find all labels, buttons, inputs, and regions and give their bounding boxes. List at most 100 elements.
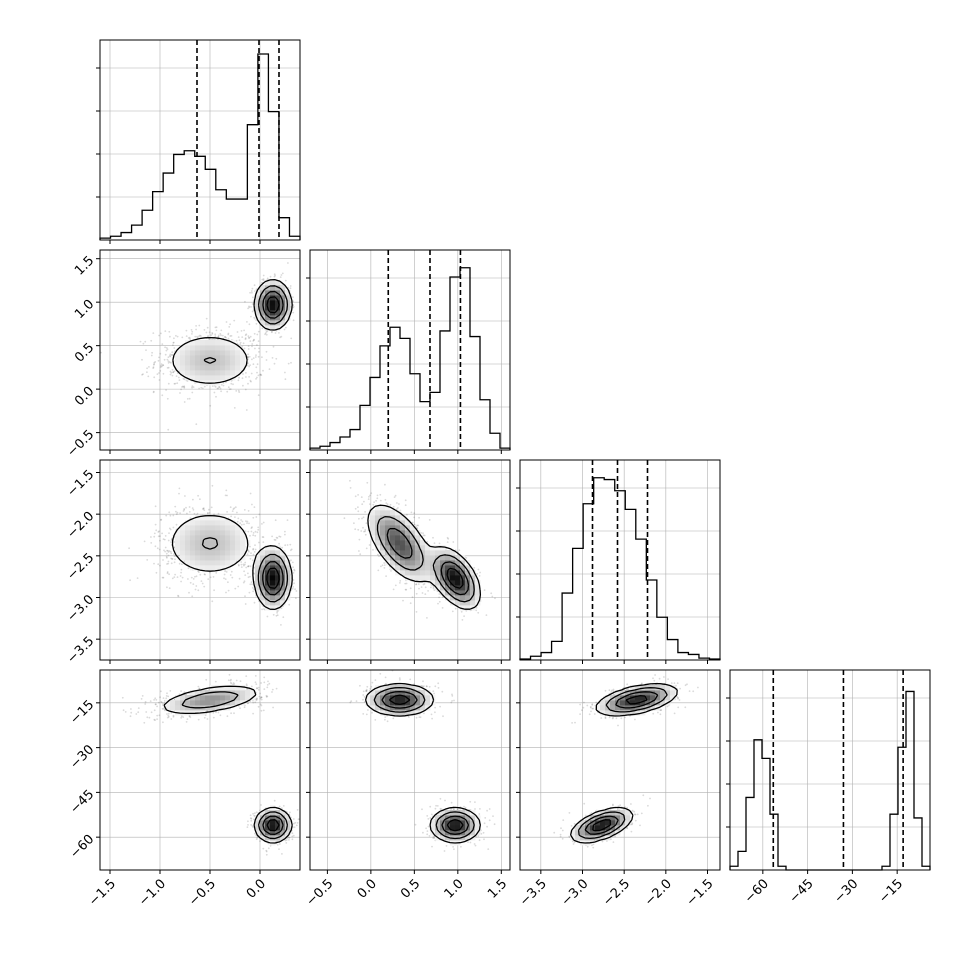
density-cell: [195, 535, 201, 541]
density-cell: [230, 545, 236, 551]
scatter-point: [150, 536, 152, 538]
density-cell: [200, 350, 206, 356]
density-cell: [425, 555, 431, 561]
scatter-point: [248, 323, 251, 326]
scatter-point: [415, 525, 417, 528]
density-cell: [430, 550, 436, 556]
scatter-point: [194, 335, 197, 338]
density-cell: [215, 565, 221, 571]
density-cell: [400, 525, 406, 531]
scatter-point: [181, 563, 183, 566]
scatter-point: [256, 376, 258, 379]
scatter-point: [383, 555, 386, 557]
scatter-point: [254, 356, 257, 358]
density-cell: [415, 550, 421, 556]
scatter-point: [249, 534, 251, 537]
density-cell: [410, 545, 416, 551]
density-cell: [195, 350, 201, 356]
scatter-point: [226, 390, 229, 393]
scatter-point: [159, 535, 161, 537]
scatter-point: [192, 386, 195, 388]
scatter-point: [160, 518, 163, 521]
density-cell: [280, 285, 286, 291]
scatter-point: [173, 337, 175, 340]
scatter-point: [142, 373, 144, 375]
density-cell: [395, 550, 401, 556]
scatter-point: [165, 514, 168, 517]
density-cell: [265, 325, 271, 331]
scatter-point: [392, 505, 395, 508]
scatter-point: [220, 390, 223, 393]
density-cell: [260, 600, 266, 606]
scatter-point: [191, 333, 193, 335]
scatter-point: [203, 585, 206, 588]
density-cell: [255, 555, 261, 561]
scatter-point: [188, 511, 191, 513]
density-cell: [230, 535, 236, 541]
density-cell: [200, 535, 206, 541]
scatter-point: [168, 587, 171, 590]
scatter-point: [217, 335, 220, 338]
scatter-point: [156, 547, 159, 550]
scatter-point: [157, 563, 160, 566]
density-cell: [405, 550, 411, 556]
scatter-point: [153, 535, 156, 538]
density-cell: [190, 340, 196, 346]
scatter-point: [217, 512, 220, 515]
density-cell: [285, 585, 291, 591]
contour-lines: [172, 278, 293, 384]
scatter-point: [164, 546, 167, 549]
density-cell: [205, 555, 211, 561]
scatter-point: [161, 365, 163, 368]
scatter-point: [242, 563, 245, 566]
scatter-point: [166, 397, 169, 400]
scatter-point: [415, 583, 418, 586]
scatter-point: [253, 506, 256, 508]
scatter-point: [436, 590, 439, 593]
scatter-point: [193, 512, 196, 515]
scatter-point: [161, 343, 164, 345]
scatter-point: [301, 299, 303, 301]
scatter-point: [258, 513, 261, 516]
scatter-point: [264, 333, 266, 336]
density-cell: [185, 550, 191, 556]
scatter-point: [284, 530, 286, 533]
scatter-point: [158, 334, 161, 337]
scatter-point: [205, 331, 208, 334]
scatter-point: [231, 576, 234, 579]
scatter-point: [284, 279, 287, 282]
histogram-step: [309, 267, 511, 450]
density-cell: [385, 505, 391, 511]
scatter-point: [152, 367, 155, 369]
scatter-point: [195, 585, 198, 587]
density-cell: [395, 530, 401, 536]
density-cell: [455, 565, 461, 571]
scatter-point: [224, 336, 227, 338]
scatter-point: [218, 386, 221, 388]
scatter-point: [233, 407, 236, 409]
density-cell: [465, 590, 471, 596]
density-cell: [185, 530, 191, 536]
scatter-point: [253, 332, 256, 335]
scatter-point: [159, 539, 161, 542]
density-cell: [465, 565, 471, 571]
scatter-point: [244, 574, 247, 576]
scatter-point: [141, 358, 143, 361]
scatter-point: [222, 384, 225, 387]
density-cell: [410, 550, 416, 556]
scatter-point: [225, 591, 227, 594]
scatter-point: [411, 521, 414, 524]
scatter-point: [151, 351, 154, 354]
density-cell: [235, 545, 241, 551]
density-cell: [210, 560, 216, 566]
density-cell: [215, 375, 221, 381]
scatter-point: [262, 274, 265, 277]
scatter-point: [364, 533, 367, 536]
scatter-point: [360, 496, 363, 498]
density-cell: [185, 375, 191, 381]
scatter-point: [154, 505, 157, 508]
scatter-point: [262, 521, 265, 524]
scatter-point: [172, 371, 175, 374]
scatter-point: [362, 526, 364, 529]
density-cell: [390, 560, 396, 566]
